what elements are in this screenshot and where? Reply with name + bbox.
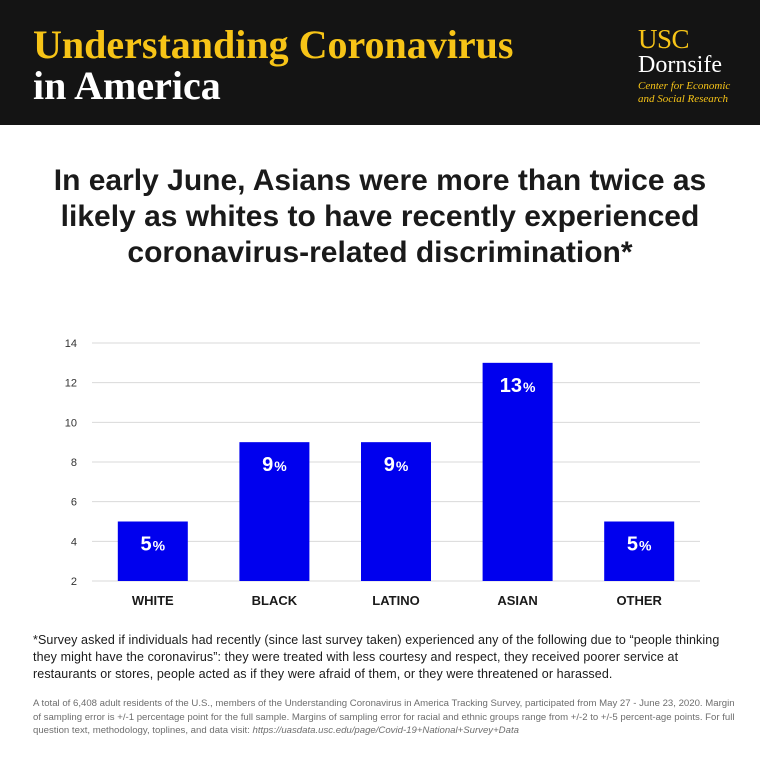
x-category-label: BLACK (252, 593, 298, 608)
bar-value-label: 5% (627, 534, 652, 556)
header-title-line1: Understanding Coronavirus (33, 22, 514, 67)
bar-other (604, 521, 675, 581)
y-tick-label: 10 (65, 417, 77, 429)
usc-dornsife-logo: USC Dornsife Center for Economic and Soc… (638, 26, 753, 106)
logo-center-line1: Center for Economic (638, 80, 731, 92)
logo-usc: USC (638, 24, 690, 54)
survey-footnote: *Survey asked if individuals had recentl… (33, 633, 720, 681)
bar-value-label: 5% (141, 534, 166, 556)
y-tick-label: 6 (71, 497, 77, 509)
x-category-label: OTHER (616, 593, 662, 608)
x-category-label: WHITE (132, 593, 174, 608)
y-tick-label: 14 (65, 338, 77, 350)
data-source-link[interactable]: https://uasdata.usc.edu/page/Covid-19+Na… (252, 725, 519, 736)
bar-value-label: 9% (384, 454, 409, 476)
bar-value-label: 9% (262, 454, 287, 476)
header-banner: Understanding Coronavirus in America USC… (0, 0, 760, 125)
x-category-label: LATINO (372, 593, 419, 608)
x-category-label: ASIAN (497, 593, 537, 608)
header-title: Understanding Coronavirus in America (33, 24, 593, 106)
bar-asian (482, 362, 553, 581)
chart-headline: In early June, Asians were more than twi… (53, 164, 707, 269)
y-tick-label: 2 (71, 576, 77, 588)
bar-latino (361, 442, 431, 581)
y-tick-label: 8 (71, 457, 77, 469)
logo-center-line2: and Social Research (638, 93, 729, 105)
methodology-text: A total of 6,408 adult residents of the … (33, 698, 735, 736)
bar-white (117, 521, 188, 581)
bar-black (239, 442, 310, 581)
y-tick-label: 4 (71, 536, 77, 548)
logo-center-name: Center for Economic and Social Research (638, 80, 753, 106)
bar-chart: 2 4 6 8 10 12 14 5% WHITE 9% BLACK 9% LATINO 13% ASIAN… (65, 338, 700, 608)
header-title-line2: in America (33, 63, 221, 108)
logo-dornsife: Dornsife (638, 52, 722, 78)
methodology-note: A total of 6,408 adult residents of the … (33, 697, 745, 738)
y-tick-label: 12 (65, 378, 77, 390)
bar-value-label: 13% (500, 375, 536, 397)
